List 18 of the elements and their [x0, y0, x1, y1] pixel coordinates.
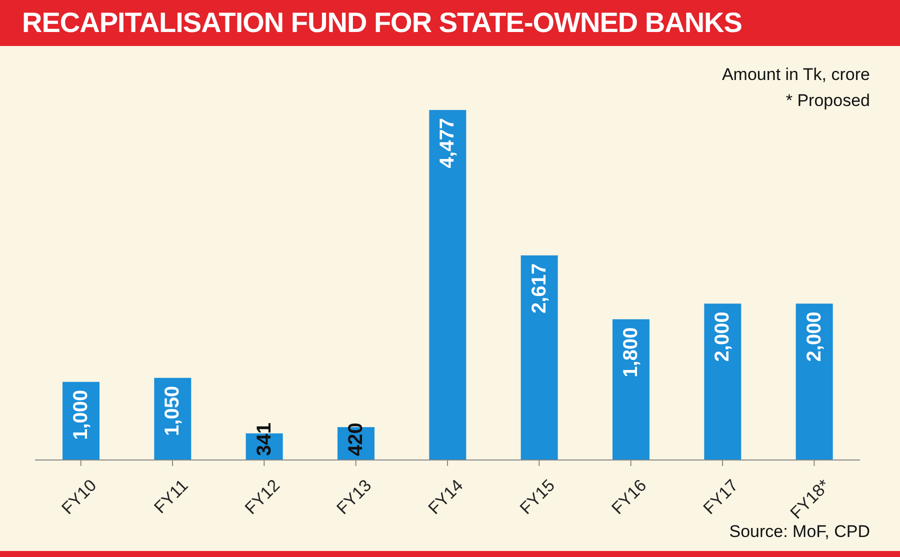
text: Amount in Tk, crore: [722, 64, 870, 86]
text: * Proposed: [784, 90, 870, 112]
data-label: 1,000: [70, 390, 92, 440]
bar: [704, 304, 742, 460]
data-label: 2,000: [712, 312, 734, 362]
data-label: 2,000: [803, 312, 826, 362]
bar: [520, 255, 558, 460]
data-label: 1,800: [620, 327, 642, 378]
data-label: 1,050: [162, 386, 184, 436]
bar: [429, 110, 466, 460]
data-label: 341: [253, 422, 276, 456]
data-label: 2,617: [528, 263, 550, 314]
source-note: Source: MoF, CPD: [729, 522, 870, 542]
data-label: 4,477: [436, 118, 459, 168]
bar: [612, 319, 650, 460]
chart-title: RECAPITALISATION FUND FOR STATE-OWNED BANKS: [0, 0, 900, 46]
bar: [796, 304, 833, 460]
data-label: 420: [345, 422, 367, 456]
